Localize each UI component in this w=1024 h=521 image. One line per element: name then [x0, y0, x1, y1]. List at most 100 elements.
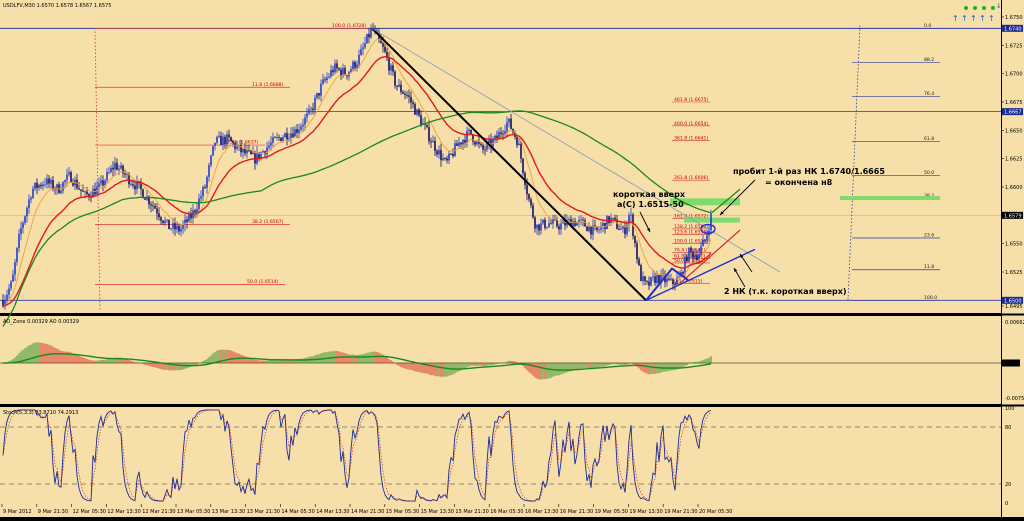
- candle: [428, 127, 430, 142]
- price-tick-label: 1.6525: [1005, 270, 1023, 276]
- candle: [590, 226, 592, 235]
- candle: [270, 142, 272, 146]
- time-tick-label: 15 Mar 13:30: [421, 509, 454, 515]
- candle: [204, 187, 206, 188]
- fib-level-label: 23.6 (1.6637): [227, 140, 259, 146]
- candle: [542, 219, 544, 224]
- candle: [564, 220, 566, 226]
- arrow-up-icon[interactable]: ↑: [988, 14, 995, 23]
- arrow-up-icon[interactable]: ↑: [952, 14, 959, 23]
- candle: [510, 118, 512, 129]
- candle: [490, 140, 492, 147]
- candle: [248, 150, 250, 152]
- candle: [244, 148, 246, 154]
- candle: [12, 274, 14, 282]
- candle: [316, 93, 318, 98]
- candle: [350, 69, 352, 72]
- arrow-up-icon[interactable]: ↑: [979, 14, 986, 23]
- candle: [634, 236, 636, 244]
- candle: [182, 224, 184, 229]
- candle: [46, 178, 48, 185]
- candle: [118, 168, 120, 170]
- candle: [476, 141, 478, 145]
- candle: [102, 180, 104, 186]
- zone-nk: [684, 217, 740, 223]
- time-tick-label: 16 Mar 21:30: [560, 509, 593, 515]
- candle: [690, 247, 692, 252]
- candle: [450, 153, 452, 155]
- stoch-panel[interactable]: [0, 407, 1001, 504]
- candle: [486, 142, 488, 150]
- candle: [162, 220, 164, 223]
- candle: [226, 134, 228, 145]
- arrow-up-icon[interactable]: ↑: [961, 14, 968, 23]
- candle: [642, 276, 644, 282]
- candle: [438, 149, 440, 155]
- candle: [684, 256, 686, 274]
- candle: [646, 281, 648, 282]
- time-tick-label: 15 Mar 05:30: [386, 509, 419, 515]
- candle: [458, 142, 460, 146]
- candle: [560, 223, 562, 230]
- candle: [338, 68, 340, 70]
- arrow-up-icon[interactable]: ↑: [970, 14, 977, 23]
- candle: [246, 150, 248, 154]
- ao-signal-line: [3, 353, 712, 371]
- arrow-down-icon[interactable]: ↓: [996, 2, 1002, 10]
- candle: [318, 93, 320, 96]
- candle: [544, 219, 546, 228]
- candle: [552, 219, 554, 224]
- candle: [322, 79, 324, 84]
- candle: [500, 132, 502, 134]
- fib-right-label: 23.6: [924, 233, 934, 239]
- trendline-guide[interactable]: [371, 27, 781, 273]
- candle: [242, 148, 244, 153]
- fib-extension-label: 100.0 (1.6550): [674, 239, 708, 245]
- candle: [416, 109, 418, 115]
- candle: [388, 58, 390, 71]
- candle: [602, 222, 604, 227]
- candle: [460, 142, 462, 145]
- candle: [520, 143, 522, 159]
- candle: [596, 226, 598, 231]
- candle: [26, 208, 28, 217]
- channel-line[interactable]: [679, 229, 741, 284]
- candle: [160, 217, 162, 221]
- candle: [2, 300, 4, 306]
- highlight-ellipse[interactable]: [700, 223, 716, 235]
- candle: [144, 198, 146, 200]
- candle: [572, 221, 574, 227]
- candle: [436, 150, 438, 155]
- candle: [668, 278, 670, 280]
- price-badge-label: 1.6667: [1004, 110, 1022, 116]
- fib-extension-label: 161.8 (1.6572): [674, 214, 708, 220]
- candle: [344, 68, 346, 75]
- candle: [578, 219, 580, 223]
- candle: [216, 136, 218, 143]
- candle: [70, 172, 72, 183]
- candle: [86, 191, 88, 195]
- candle: [548, 223, 550, 227]
- candle: [4, 299, 6, 306]
- candle: [434, 140, 436, 151]
- candle: [506, 122, 508, 132]
- candle: [188, 213, 190, 223]
- ao-panel[interactable]: [0, 316, 1001, 404]
- trendline-up[interactable]: [645, 248, 756, 301]
- candle: [232, 141, 234, 143]
- candle: [212, 145, 214, 156]
- candle: [622, 226, 624, 229]
- candle: [320, 83, 322, 96]
- candle: [192, 210, 194, 219]
- candle: [522, 158, 524, 173]
- candle: [280, 137, 282, 142]
- time-tick-label: 19 Mar 21:30: [664, 509, 697, 515]
- candle: [570, 219, 572, 227]
- candle: [110, 167, 112, 173]
- time-tick-label: 12 Mar 05:30: [73, 509, 106, 515]
- candle: [100, 180, 102, 184]
- toolbar-icons: ↑ ↑ ↑ ↑ ↑ ↓: [952, 2, 1002, 23]
- fib-extension-label: 361.8 (1.6641): [674, 136, 708, 142]
- trendline-down[interactable]: [371, 27, 647, 302]
